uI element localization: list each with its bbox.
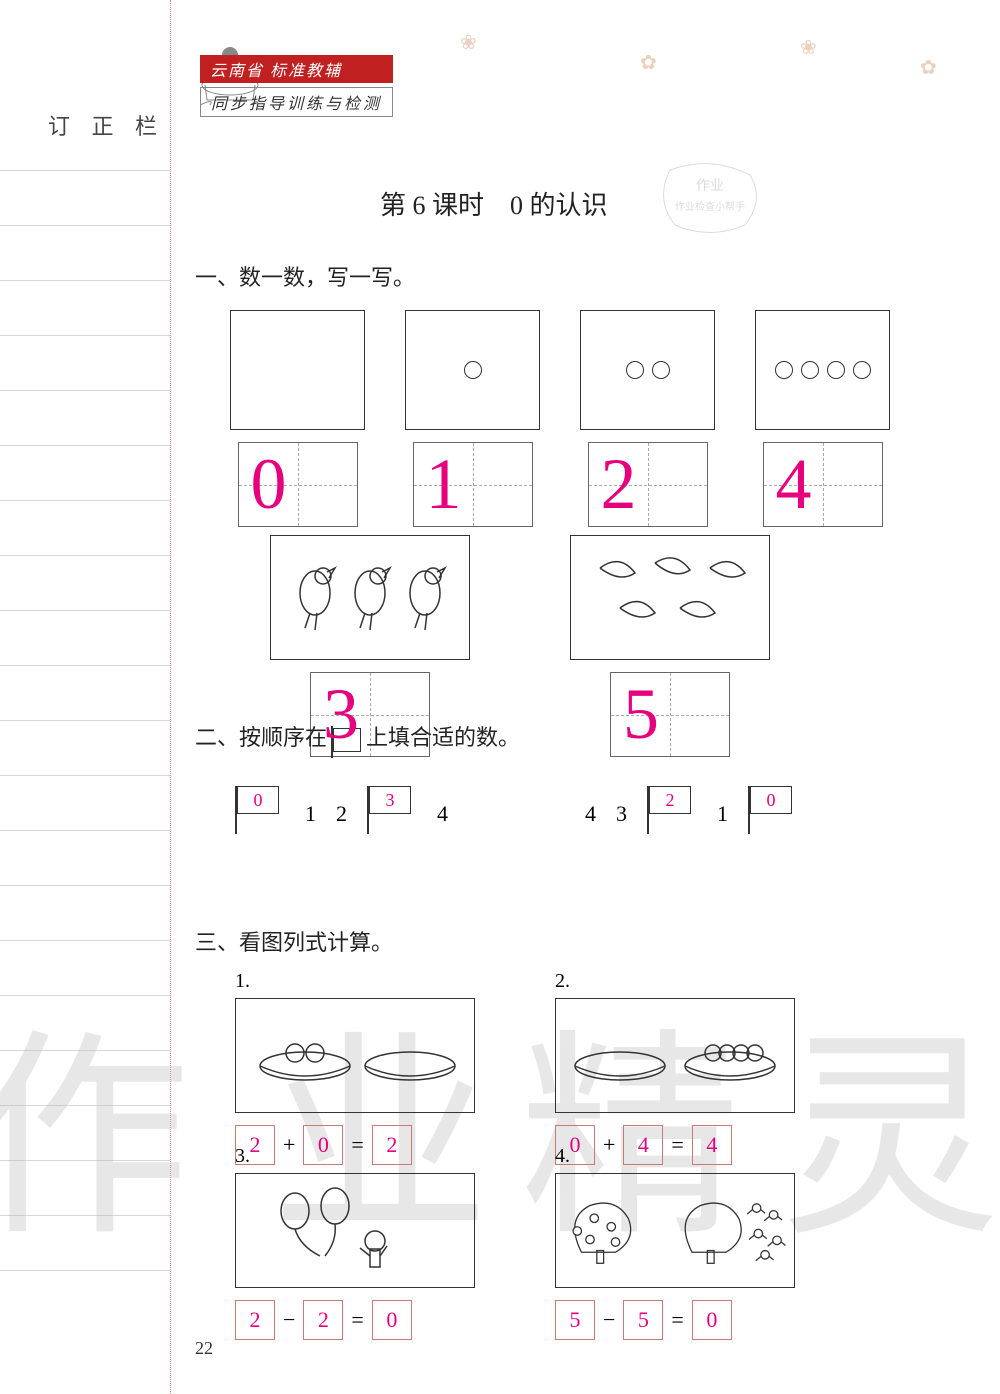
lesson-title: 第 6 课时 0 的认识 [380, 185, 608, 222]
flag-blank[interactable]: 0 [748, 790, 798, 838]
eq-operand[interactable]: 5 [623, 1300, 663, 1340]
book-header: 云南省 标准教辅 同步指导训练与检测 [200, 55, 393, 117]
answer-number: 5 [611, 673, 659, 756]
write-grid[interactable]: 2 [588, 442, 708, 527]
eq-equals: = [351, 1307, 363, 1333]
problem-label: 4. [555, 1145, 795, 1168]
problem-image [235, 1173, 475, 1288]
count-item: 4 [755, 310, 890, 527]
count-item: 2 [580, 310, 715, 527]
count-row-1: 0 1 2 4 [230, 310, 890, 527]
problem-image [555, 998, 795, 1113]
answer-number: 2 [589, 443, 637, 526]
count-item: 0 [230, 310, 365, 527]
parrot-frame [270, 535, 470, 660]
seq-number: 4 [585, 801, 596, 827]
correction-column-label: 订 正 栏 [40, 105, 173, 145]
stamp-decoration: 作业 作业检查小帮手 [650, 160, 770, 240]
svg-text:作业检查小帮手: 作业检查小帮手 [675, 200, 745, 213]
eq-operator: − [283, 1307, 295, 1333]
ruled-lines [0, 170, 170, 1370]
write-grid[interactable]: 4 [763, 442, 883, 527]
header-subtitle: 同步指导训练与检测 [200, 87, 393, 117]
sequence-1: 0 1 2 3 4 [235, 790, 448, 838]
flag-blank[interactable]: 2 [647, 790, 697, 838]
leaf-decoration: ✿ [640, 50, 657, 75]
write-grid[interactable]: 1 [413, 442, 533, 527]
answer-number: 0 [239, 443, 287, 526]
problem-label: 3. [235, 1145, 475, 1168]
eq-result[interactable]: 0 [372, 1300, 412, 1340]
seq-number: 1 [717, 801, 728, 827]
write-grid[interactable]: 0 [238, 442, 358, 527]
flag-answer: 0 [750, 786, 792, 814]
problem-image [235, 998, 475, 1113]
answer-number: 3 [311, 673, 359, 756]
leaf-decoration: ✿ [920, 55, 937, 80]
margin-line [170, 0, 171, 1394]
banana-frame [570, 535, 770, 660]
section-3-heading: 三、看图列式计算。 [195, 925, 393, 957]
sequence-2: 4 3 2 1 0 [585, 790, 798, 838]
equation-problem-1: 1. 2 + 0 = 2 [235, 970, 475, 1165]
problem-label: 2. [555, 970, 795, 993]
svg-text:作业: 作业 [696, 178, 724, 194]
section-1-heading: 一、数一数，写一写。 [195, 260, 415, 292]
heading-text-post: 上填合适的数。 [366, 725, 520, 750]
eq-operand[interactable]: 5 [555, 1300, 595, 1340]
seq-number: 3 [616, 801, 627, 827]
dot-frame-2 [580, 310, 715, 430]
heading-text-pre: 二、按顺序在 [195, 725, 327, 750]
flag-blank[interactable]: 3 [367, 790, 417, 838]
problem-label: 1. [235, 970, 475, 993]
header-banner: 云南省 标准教辅 [200, 55, 393, 83]
seq-number: 2 [336, 801, 347, 827]
count-item: 5 [570, 535, 770, 757]
seq-number: 4 [437, 801, 448, 827]
eq-operand[interactable]: 2 [303, 1300, 343, 1340]
answer-number: 4 [764, 443, 812, 526]
count-item: 1 [405, 310, 540, 527]
seq-number: 1 [305, 801, 316, 827]
flag-answer: 2 [649, 786, 691, 814]
equation-row: 5 − 5 = 0 [555, 1300, 795, 1340]
dot-frame-1 [405, 310, 540, 430]
flag-answer: 3 [369, 786, 411, 814]
eq-result[interactable]: 0 [692, 1300, 732, 1340]
flag-answer: 0 [237, 786, 279, 814]
equation-row: 2 − 2 = 0 [235, 1300, 475, 1340]
watermark-char: 灵 [780, 960, 1000, 1278]
answer-number: 1 [414, 443, 462, 526]
page-number: 22 [195, 1338, 213, 1359]
equation-problem-2: 2. 0 + 4 = 4 [555, 970, 795, 1165]
eq-equals: = [671, 1307, 683, 1333]
flag-blank[interactable]: 0 [235, 790, 285, 838]
leaf-decoration: ❀ [460, 30, 477, 55]
leaf-decoration: ❀ [800, 35, 817, 60]
write-grid[interactable]: 5 [610, 672, 730, 757]
problem-image [555, 1173, 795, 1288]
equation-problem-3: 3. 2 − 2 = 0 [235, 1145, 475, 1340]
dot-frame-0 [230, 310, 365, 430]
equation-problem-4: 4. 5 − 5 = 0 [555, 1145, 795, 1340]
dot-frame-4 [755, 310, 890, 430]
eq-operator: − [603, 1307, 615, 1333]
eq-operand[interactable]: 2 [235, 1300, 275, 1340]
